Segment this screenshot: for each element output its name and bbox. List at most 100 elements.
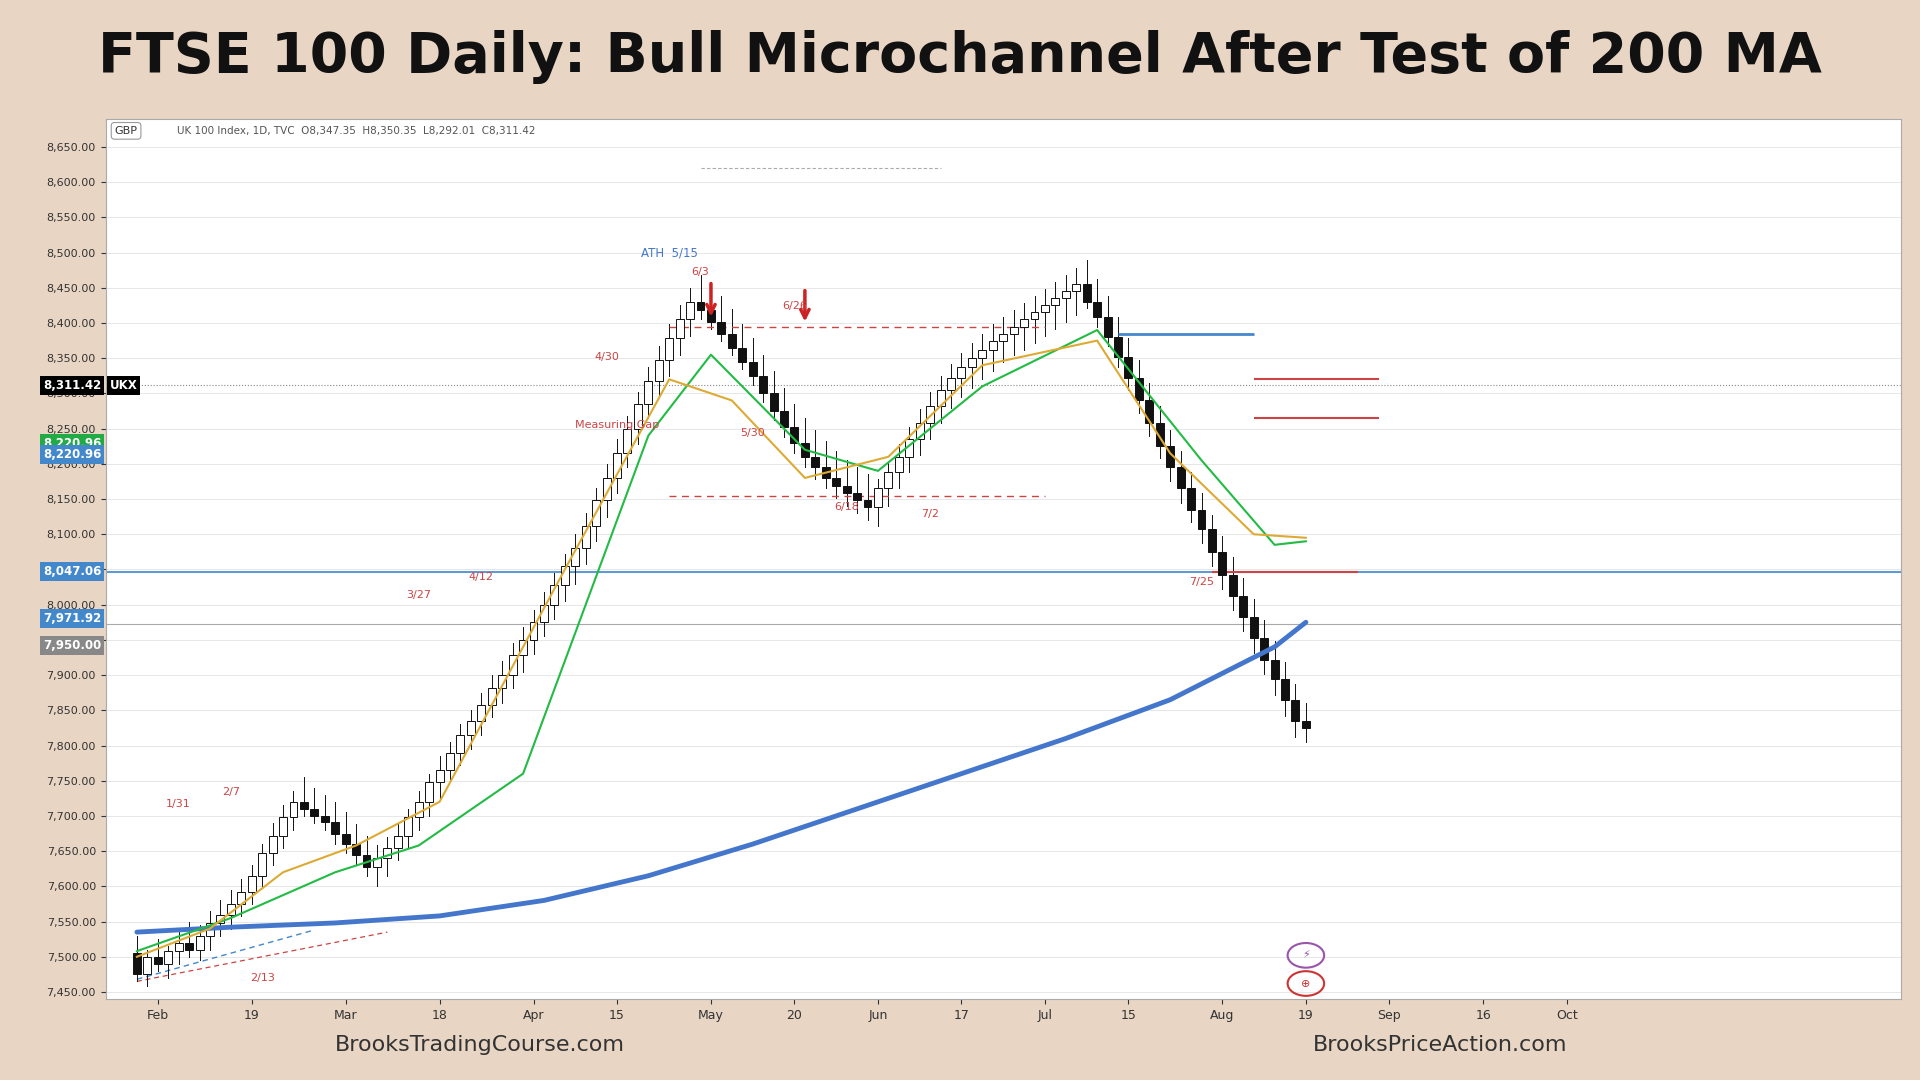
Bar [332, 822, 340, 834]
Bar [676, 320, 684, 338]
Bar [947, 378, 954, 390]
Bar [1135, 378, 1142, 401]
Bar [561, 566, 568, 585]
Bar [624, 429, 632, 454]
Bar [591, 500, 601, 526]
Bar [321, 815, 328, 822]
Bar [342, 834, 349, 845]
Bar [885, 472, 893, 488]
Bar [467, 720, 474, 734]
Bar [1302, 720, 1309, 728]
Bar [1125, 356, 1133, 378]
Bar [1271, 660, 1279, 678]
Bar [363, 854, 371, 866]
Text: UK 100 Index, 1D, TVC  O8,347.35  H8,350.35  L8,292.01  C8,311.42: UK 100 Index, 1D, TVC O8,347.35 H8,350.3… [177, 126, 536, 136]
Bar [989, 340, 996, 350]
Bar [822, 468, 829, 478]
Bar [1083, 284, 1091, 302]
Bar [707, 310, 714, 322]
Bar [1010, 326, 1018, 334]
Text: 8,311.42: 8,311.42 [42, 379, 102, 392]
Bar [958, 367, 966, 378]
Bar [925, 406, 935, 423]
Bar [906, 440, 914, 457]
Bar [685, 302, 693, 320]
Bar [697, 302, 705, 310]
Bar [351, 845, 361, 854]
Bar [445, 753, 453, 770]
Bar [780, 411, 787, 428]
Bar [154, 957, 161, 963]
Bar [257, 852, 267, 876]
Text: 2/13: 2/13 [250, 973, 275, 984]
Bar [300, 801, 307, 809]
Bar [1156, 423, 1164, 446]
Bar [530, 622, 538, 639]
Bar [269, 836, 276, 852]
Bar [238, 892, 246, 904]
Text: 7,971.92: 7,971.92 [42, 612, 102, 625]
Bar [612, 454, 620, 478]
Bar [1238, 596, 1248, 618]
Bar [758, 376, 768, 393]
Bar [852, 494, 860, 500]
Bar [1260, 638, 1267, 660]
Bar [436, 770, 444, 782]
Text: 8,047.06: 8,047.06 [42, 565, 102, 578]
Bar [831, 478, 841, 486]
Text: BrooksPriceAction.com: BrooksPriceAction.com [1313, 1035, 1567, 1055]
Bar [1198, 510, 1206, 528]
Text: ⊕: ⊕ [1302, 978, 1311, 988]
Text: BrooksTradingCourse.com: BrooksTradingCourse.com [334, 1035, 626, 1055]
Text: 7,950.00: 7,950.00 [42, 639, 102, 652]
Bar [739, 348, 747, 362]
Bar [655, 360, 662, 381]
Text: 8,220.96: 8,220.96 [42, 437, 102, 450]
Bar [1114, 337, 1121, 356]
Bar [1219, 552, 1227, 575]
Bar [770, 393, 778, 411]
Bar [478, 704, 486, 720]
Bar [791, 428, 799, 443]
Text: GBP: GBP [115, 126, 138, 136]
Bar [812, 457, 820, 468]
Bar [394, 836, 401, 848]
Bar [603, 478, 611, 500]
Text: 2/7: 2/7 [223, 787, 240, 797]
Bar [664, 338, 674, 360]
Text: FTSE 100 Daily: Bull Microchannel After Test of 200 MA: FTSE 100 Daily: Bull Microchannel After … [98, 29, 1822, 84]
Text: 4/30: 4/30 [593, 352, 618, 362]
Bar [384, 848, 392, 859]
Bar [278, 818, 286, 836]
Bar [1229, 575, 1236, 596]
Bar [998, 334, 1008, 340]
Bar [582, 526, 589, 549]
Bar [509, 656, 516, 675]
Bar [1250, 618, 1258, 638]
Bar [1031, 312, 1039, 320]
Bar [1062, 292, 1069, 298]
Text: 8,220.96: 8,220.96 [42, 448, 102, 461]
Bar [540, 605, 547, 622]
Bar [217, 915, 225, 923]
Bar [634, 404, 641, 429]
Bar [184, 943, 194, 949]
Bar [290, 801, 298, 818]
Bar [728, 334, 735, 348]
Bar [488, 688, 495, 704]
Bar [205, 923, 213, 935]
Text: 5/30: 5/30 [741, 428, 764, 437]
Bar [718, 322, 726, 334]
Bar [424, 782, 434, 801]
Text: 6/26: 6/26 [781, 301, 806, 311]
Bar [749, 362, 756, 376]
Bar [165, 951, 173, 963]
Bar [843, 486, 851, 494]
Bar [457, 734, 465, 753]
Bar [1104, 318, 1112, 337]
Bar [248, 876, 255, 892]
Text: UKX: UKX [109, 379, 138, 392]
Text: ATH  5/15: ATH 5/15 [641, 246, 697, 259]
Text: 6/3: 6/3 [691, 267, 708, 278]
Text: 7/25: 7/25 [1188, 577, 1213, 586]
